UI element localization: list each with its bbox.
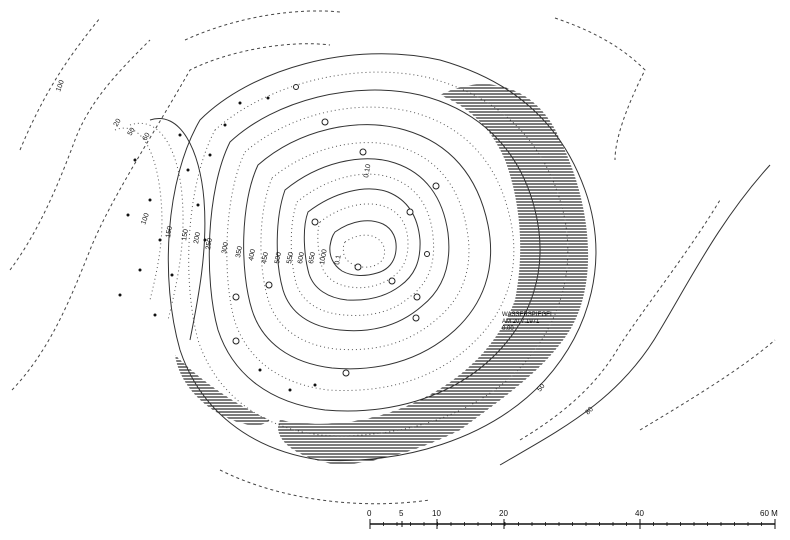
scale-label-10: 10 xyxy=(432,509,441,518)
contour-label: 50 xyxy=(536,383,546,394)
contour-label: 80 xyxy=(584,406,595,417)
contour-label: 20 xyxy=(113,118,123,128)
contour-label: 0.10 xyxy=(363,164,372,179)
water-level-title: WASSERSPIEGEL xyxy=(502,312,554,318)
contour-label: 150 xyxy=(165,226,174,239)
contour-line xyxy=(243,124,492,370)
scale-bar: 0 5 10 20 40 60 M xyxy=(367,509,778,529)
contour-label: 0.1 xyxy=(334,254,343,265)
contour-line xyxy=(276,158,450,332)
contour-label: 60 xyxy=(142,132,152,142)
contour-line xyxy=(167,53,597,462)
contour-label: 100 xyxy=(55,79,66,92)
water-level-date: AM 20.7.1971 xyxy=(502,319,540,325)
contour-label: 200 xyxy=(193,232,202,245)
contour-line xyxy=(260,142,470,351)
contour-line xyxy=(639,339,776,431)
scale-label-5: 5 xyxy=(399,509,404,518)
scale-label-0: 0 xyxy=(367,509,372,518)
contour-label: 50 xyxy=(127,127,137,137)
contour-label: 500 xyxy=(274,252,283,265)
scale-label-60: 60 M xyxy=(760,509,778,518)
contour-label: 350 xyxy=(235,246,244,259)
contour-line xyxy=(188,71,569,437)
contour-line xyxy=(519,199,721,441)
contour-line xyxy=(184,10,341,41)
contour-line xyxy=(19,17,101,151)
survey-dots xyxy=(118,96,317,392)
contour-line xyxy=(219,469,431,505)
contour-label: 100 xyxy=(140,212,151,225)
contour-line xyxy=(129,122,184,321)
contour-line xyxy=(499,164,771,466)
contour-line xyxy=(11,43,331,391)
contour-label: 1000 xyxy=(319,249,329,266)
scale-label-20: 20 xyxy=(499,509,508,518)
contour-label: 600 xyxy=(297,252,306,265)
contour-line xyxy=(9,39,151,271)
contour-label: 250 xyxy=(205,238,214,251)
contour-line xyxy=(114,127,163,301)
contour-line xyxy=(208,89,541,412)
contour-line xyxy=(342,234,386,268)
water-area-south xyxy=(175,355,270,426)
water-level-note: WASSERSPIEGEL AM 20.7.1971 0.00 xyxy=(502,312,554,332)
contour-line xyxy=(149,118,206,341)
contour-line xyxy=(554,17,646,161)
contour-label: 650 xyxy=(308,252,317,265)
scale-minor-ticks xyxy=(369,522,776,526)
contour-line xyxy=(303,188,421,301)
water-level-value: 0.00 xyxy=(502,326,514,332)
contour-label: 550 xyxy=(286,252,295,265)
contour-label: 300 xyxy=(221,242,230,255)
contour-line xyxy=(290,173,435,316)
survey-points xyxy=(232,84,440,377)
contour-label: 450 xyxy=(261,252,270,265)
water-area-east xyxy=(278,84,589,465)
contour-label: 400 xyxy=(248,249,257,262)
contour-line xyxy=(226,106,515,391)
contour-label: 150 xyxy=(181,229,190,242)
scale-label-40: 40 xyxy=(635,509,644,518)
contour-line xyxy=(329,220,397,276)
